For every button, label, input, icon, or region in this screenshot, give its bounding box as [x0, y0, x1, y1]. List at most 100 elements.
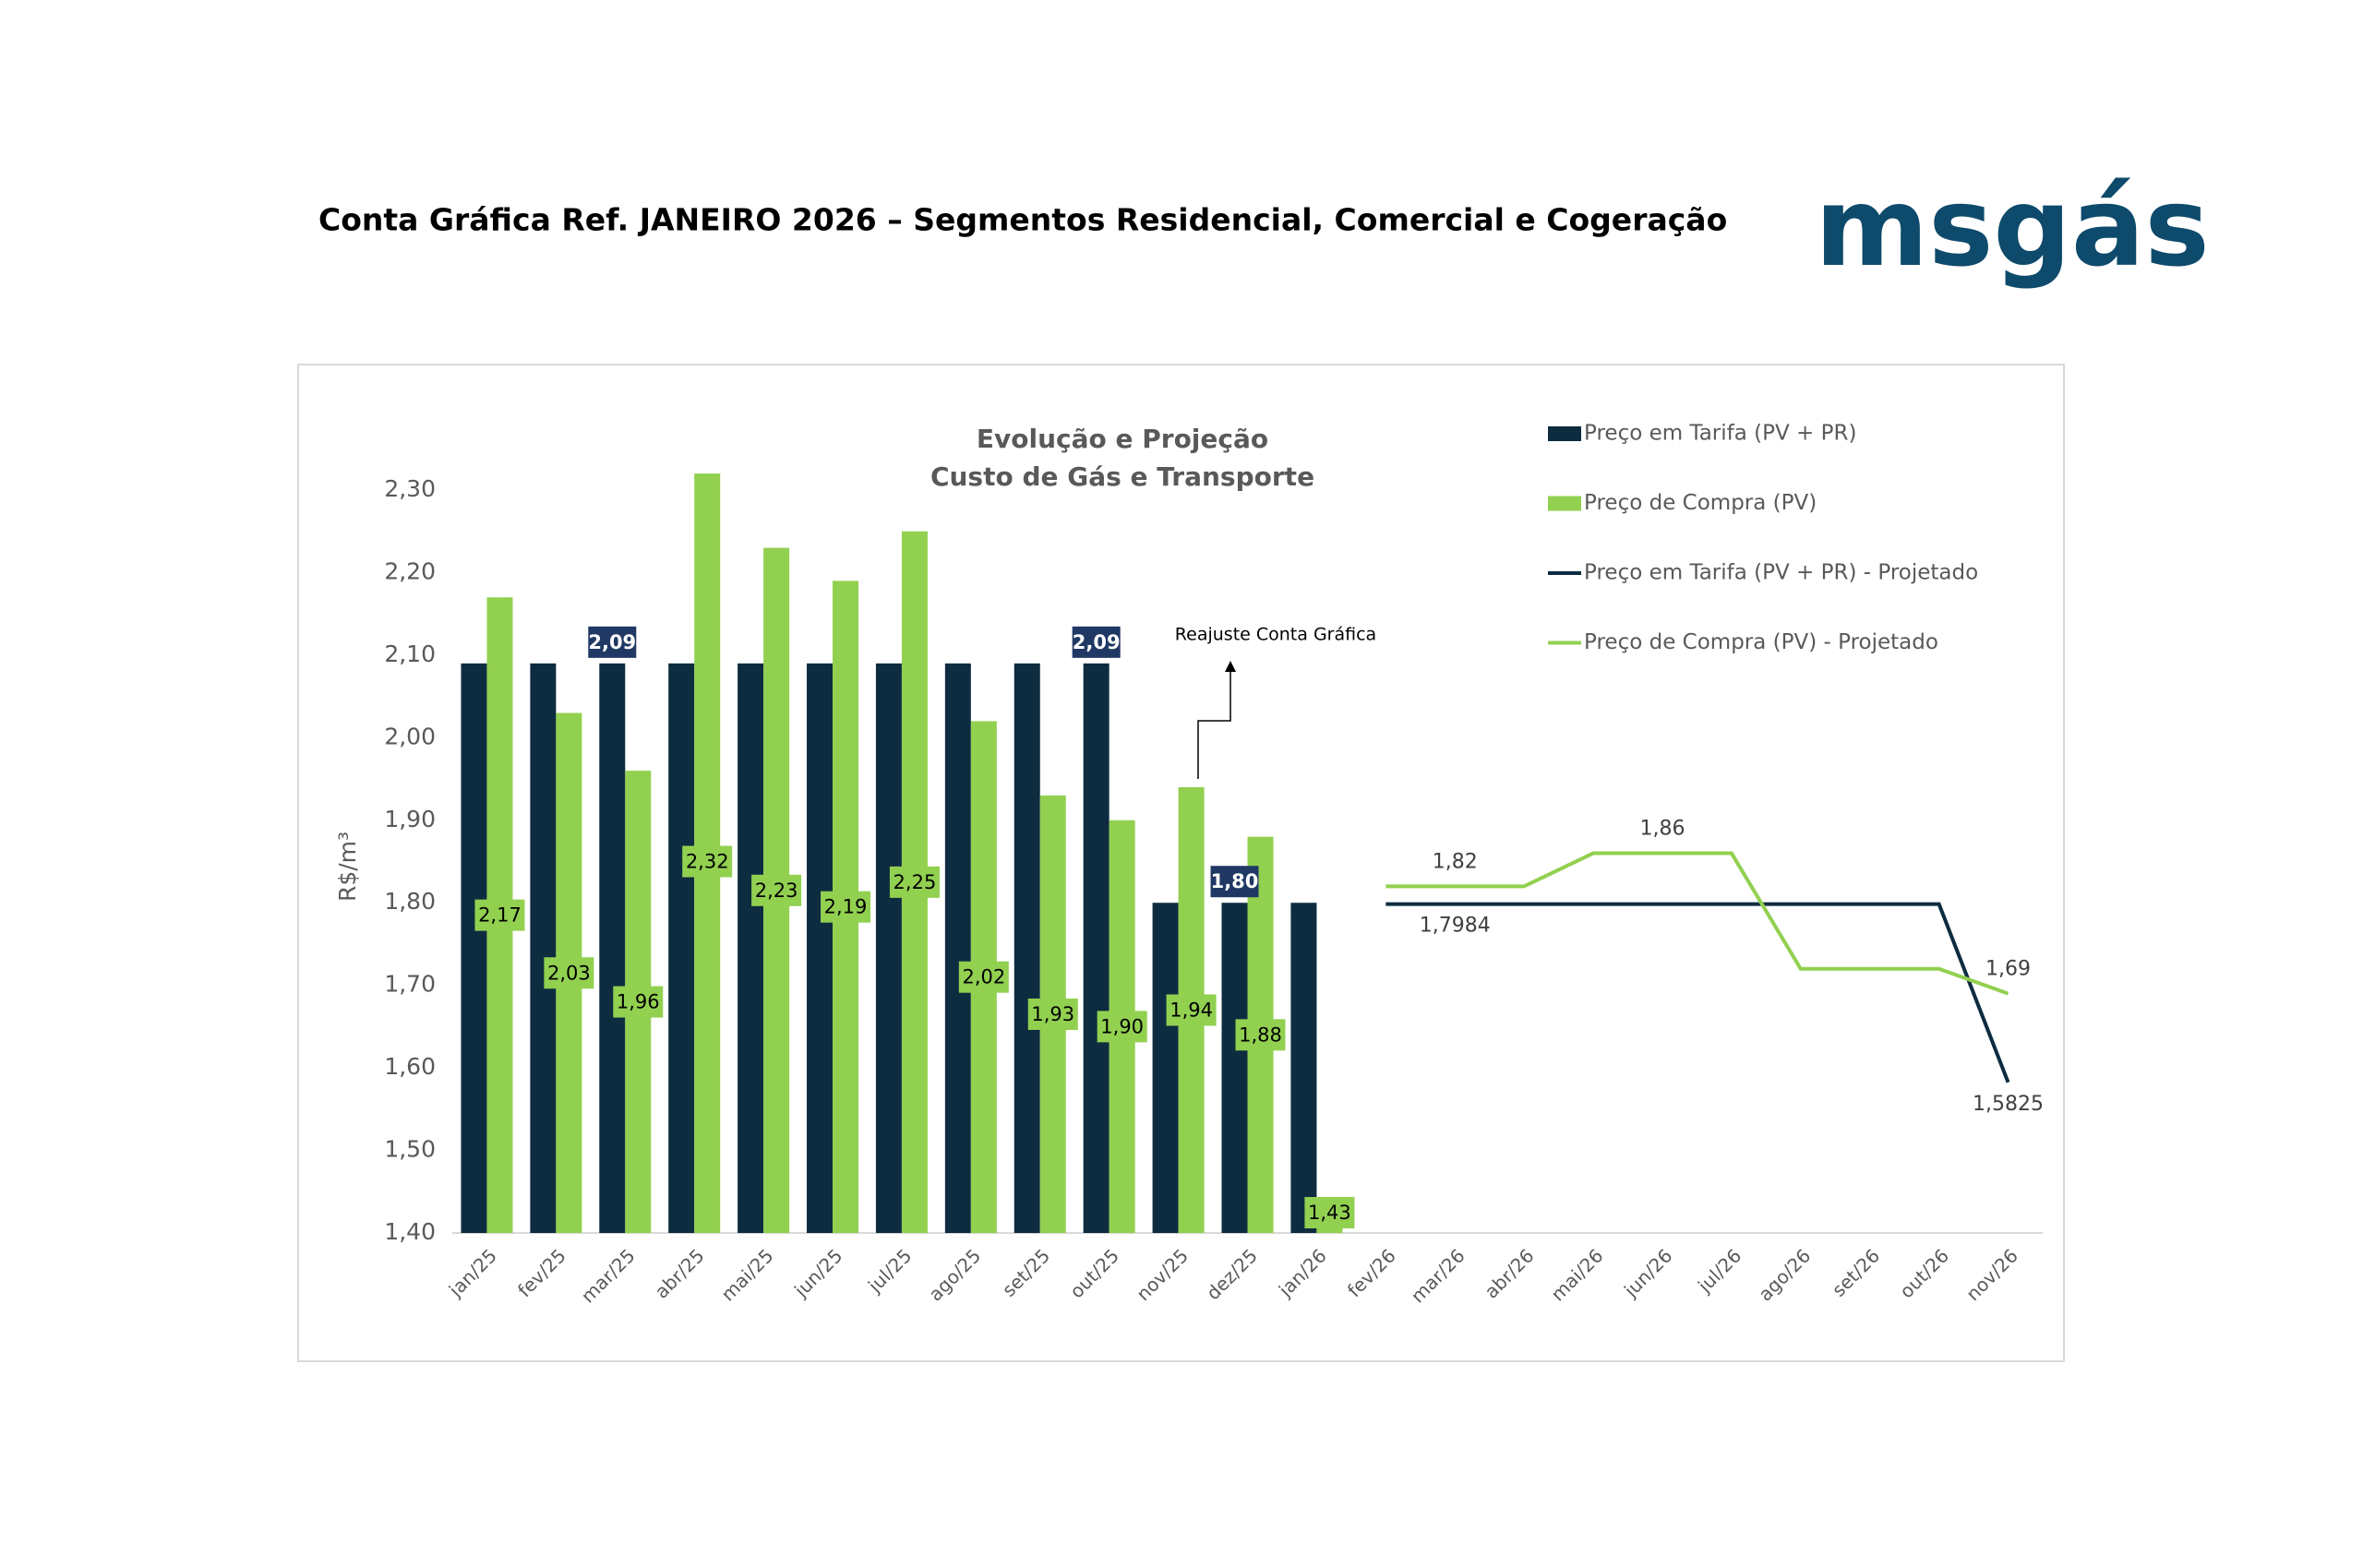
data-label: 2,25 — [894, 871, 937, 893]
data-label-box — [821, 891, 871, 923]
x-tick-label: dez/25 — [1202, 1244, 1262, 1304]
x-tick-label: out/25 — [1065, 1244, 1123, 1302]
data-label: 2,02 — [962, 966, 1005, 988]
data-label: 1,69 — [1985, 958, 2031, 981]
data-label-box — [682, 845, 733, 878]
line — [1385, 902, 2010, 1083]
x-tick-label: jul/26 — [1693, 1244, 1745, 1297]
bar — [599, 663, 626, 1233]
x-tick-label: abr/26 — [1480, 1244, 1538, 1302]
data-labels: 2,09 2,09 1,80 2,17 2,03 1,96 2,32 2,23 2,19 2,25… — [474, 626, 2044, 1228]
bar — [875, 663, 902, 1233]
x-tick-label: ago/26 — [1754, 1244, 1815, 1305]
data-label-box — [1166, 994, 1217, 1026]
legend-swatch — [1548, 496, 1581, 511]
bar — [1152, 903, 1179, 1233]
y-tick-label: 2,30 — [384, 475, 436, 502]
page-title: Conta Gráfica Ref. JANEIRO 2026 – Segmen… — [318, 202, 1727, 238]
annotation: Reajuste Conta Gráfica — [1175, 625, 1376, 645]
data-label-box — [474, 899, 525, 931]
y-tick-label: 1,50 — [384, 1136, 436, 1163]
x-tick-label: abr/25 — [650, 1244, 708, 1302]
y-axis-label: R$/m³ — [334, 832, 361, 902]
x-tick-label: jul/25 — [863, 1244, 916, 1297]
bar — [1014, 663, 1040, 1233]
bar — [461, 663, 487, 1233]
x-tick-label: jun/26 — [1619, 1244, 1676, 1301]
data-label-box — [889, 866, 940, 898]
data-label-box — [1027, 998, 1078, 1030]
y-tick-label: 1,80 — [384, 888, 436, 915]
data-label: 1,86 — [1639, 818, 1685, 841]
data-label-box — [958, 961, 1009, 993]
bar — [1083, 663, 1110, 1233]
data-label: 2,03 — [547, 962, 591, 984]
plot-area — [461, 473, 2010, 1233]
legend-label: Preço de Compra (PV) — [1584, 491, 1817, 515]
bar — [738, 663, 764, 1233]
x-tick-label: jan/26 — [1274, 1244, 1331, 1301]
bar — [530, 663, 557, 1233]
y-tick-label: 1,90 — [384, 806, 436, 832]
data-label-box — [1235, 1019, 1286, 1051]
data-label: 2,19 — [824, 896, 868, 918]
line — [1385, 851, 2009, 996]
y-tick-label: 2,00 — [384, 723, 436, 749]
bar — [668, 663, 695, 1233]
data-label: 1,80 — [1211, 870, 1259, 892]
data-label: 2,23 — [755, 880, 798, 902]
data-label: 2,17 — [478, 904, 522, 927]
y-tick-label: 2,10 — [384, 640, 436, 667]
x-tick-label: nov/25 — [1132, 1244, 1193, 1305]
x-tick-label: mai/25 — [716, 1244, 777, 1305]
data-label-box — [1072, 626, 1121, 658]
x-tick-label: out/26 — [1895, 1244, 1953, 1302]
data-label: 1,96 — [617, 991, 660, 1013]
legend-label: Preço em Tarifa (PV + PR) - Projetado — [1584, 561, 1978, 585]
y-tick-label: 2,20 — [384, 557, 436, 584]
data-label-box — [751, 874, 802, 906]
data-label: 1,43 — [1308, 1202, 1351, 1224]
data-label: 1,5825 — [1973, 1093, 2044, 1116]
bar — [944, 663, 971, 1233]
data-label-box — [544, 957, 594, 989]
data-label: 1,94 — [1170, 999, 1213, 1022]
x-tick-label: mar/25 — [577, 1244, 640, 1307]
data-label-box — [1304, 1197, 1355, 1228]
x-tick-label: nov/26 — [1961, 1244, 2022, 1305]
bar — [1290, 903, 1317, 1233]
data-label-box — [1097, 1011, 1147, 1043]
chart-title: Evolução e Projeção — [977, 424, 1268, 454]
legend-label: Preço de Compra (PV) - Projetado — [1584, 630, 1938, 654]
legend-label: Preço em Tarifa (PV + PR) — [1584, 422, 1856, 446]
bar — [1221, 903, 1248, 1233]
data-label: 1,93 — [1031, 1003, 1074, 1025]
data-label: 1,7984 — [1420, 915, 1491, 938]
data-label-box — [588, 626, 637, 658]
x-tick-label: fev/26 — [1343, 1244, 1400, 1301]
data-label: 1,90 — [1100, 1015, 1144, 1037]
logo: msgás — [1815, 163, 2210, 291]
data-label-box — [1210, 866, 1259, 898]
x-tick-label: jun/25 — [789, 1244, 846, 1301]
data-label: 2,09 — [1073, 631, 1121, 653]
x-tick-label: set/26 — [1828, 1244, 1884, 1300]
x-tick-label: mar/26 — [1407, 1244, 1469, 1307]
data-label: 1,82 — [1433, 850, 1478, 873]
x-tick-label: jan/25 — [444, 1244, 501, 1301]
x-tick-label: fev/25 — [513, 1244, 570, 1301]
bar — [807, 663, 834, 1233]
x-tick-label: mai/26 — [1546, 1244, 1607, 1305]
data-label: 2,09 — [588, 631, 636, 653]
data-label-box — [613, 986, 664, 1018]
y-tick-label: 1,40 — [384, 1218, 436, 1245]
legend-swatch — [1548, 426, 1581, 441]
annotation-arrow — [1197, 661, 1236, 779]
data-label: 1,88 — [1239, 1023, 1282, 1046]
chart-frame — [297, 364, 2065, 1362]
x-tick-label: ago/25 — [924, 1244, 985, 1305]
data-label: 2,32 — [686, 851, 729, 873]
y-tick-label: 1,60 — [384, 1053, 436, 1080]
y-tick-label: 1,70 — [384, 971, 436, 998]
